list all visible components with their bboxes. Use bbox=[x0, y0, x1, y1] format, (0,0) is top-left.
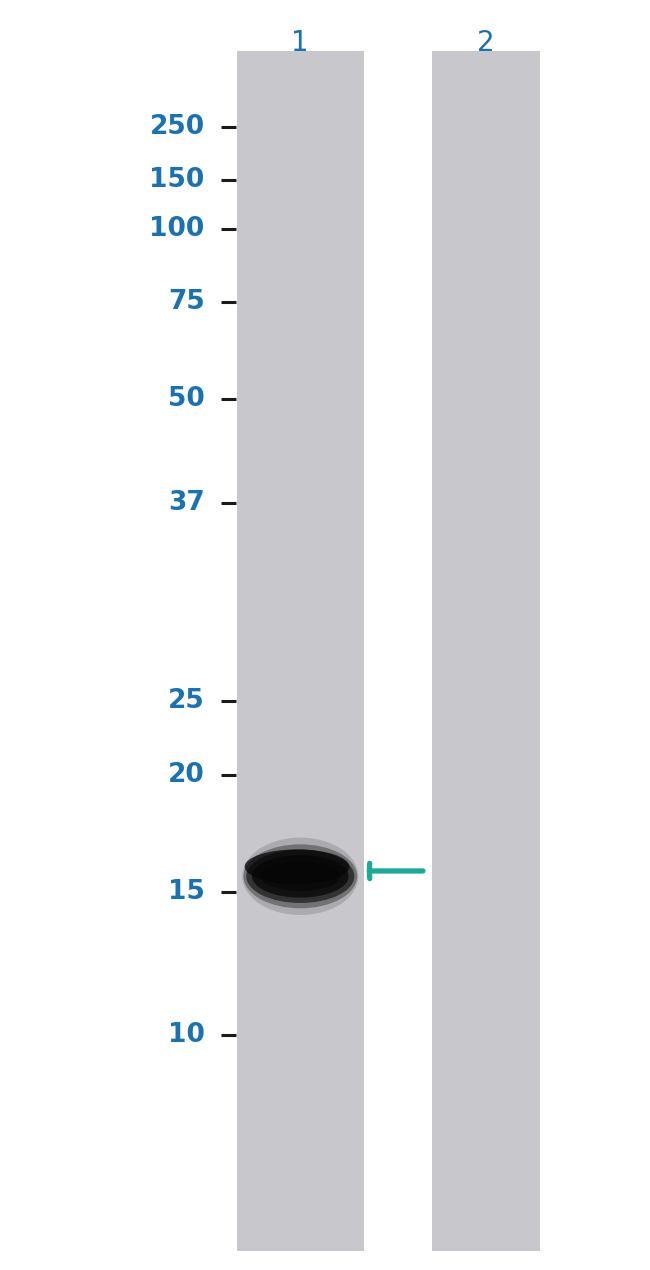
Text: 75: 75 bbox=[168, 290, 205, 315]
Text: 37: 37 bbox=[168, 490, 205, 516]
Bar bbox=[432, 51, 540, 1251]
Text: 100: 100 bbox=[150, 216, 205, 241]
Ellipse shape bbox=[245, 850, 350, 884]
Ellipse shape bbox=[252, 855, 348, 898]
Text: 10: 10 bbox=[168, 1022, 205, 1048]
Text: 20: 20 bbox=[168, 762, 205, 787]
Text: 15: 15 bbox=[168, 879, 205, 904]
Ellipse shape bbox=[246, 850, 354, 903]
Text: 250: 250 bbox=[150, 114, 205, 140]
Text: 150: 150 bbox=[150, 168, 205, 193]
Ellipse shape bbox=[242, 838, 358, 914]
Text: 25: 25 bbox=[168, 688, 205, 714]
Text: 1: 1 bbox=[291, 29, 309, 57]
Text: 2: 2 bbox=[477, 29, 495, 57]
Ellipse shape bbox=[243, 845, 358, 908]
Ellipse shape bbox=[261, 861, 340, 892]
Text: 50: 50 bbox=[168, 386, 205, 411]
Bar bbox=[237, 51, 364, 1251]
